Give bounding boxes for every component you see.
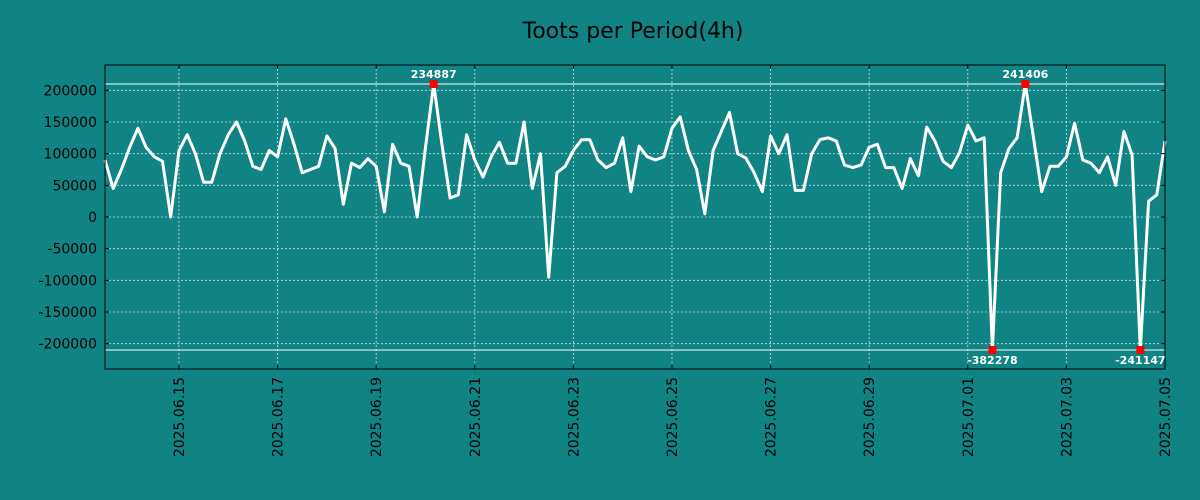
peak-annotation-label: -382278 — [967, 354, 1018, 367]
x-tick-label: 2025.06.17 — [271, 377, 287, 457]
x-tick-label: 2025.06.19 — [369, 377, 385, 457]
x-tick-label: 2025.06.23 — [566, 377, 582, 457]
y-tick-label: 100000 — [44, 147, 97, 163]
x-tick-label: 2025.07.03 — [1059, 377, 1075, 457]
grid-lines — [105, 65, 1166, 369]
y-tick-label: 150000 — [44, 115, 97, 131]
peak-marker — [1136, 346, 1145, 354]
peak-annotations: 234887 241406 -382278 -241147 — [411, 68, 1166, 367]
peak-markers — [429, 80, 1145, 354]
y-axis-tick-labels: 200000 150000 100000 50000 0 -50000 -100000 -15… — [39, 83, 98, 352]
peak-marker — [988, 346, 997, 354]
y-tick-label: -100000 — [39, 273, 98, 289]
y-tick-label: 0 — [88, 210, 97, 226]
x-tick-label: 2025.07.01 — [961, 377, 977, 457]
y-tick-label: 200000 — [44, 83, 97, 99]
series-toots — [103, 82, 1167, 352]
x-tick-label: 2025.07.05 — [1158, 377, 1174, 457]
clip-lines — [105, 83, 1165, 351]
y-tick-label: -200000 — [39, 337, 98, 353]
x-tick-label: 2025.06.21 — [468, 377, 484, 457]
y-tick-label: 50000 — [52, 178, 97, 194]
peak-annotation-label: 241406 — [1002, 68, 1048, 81]
peak-annotation-label: 234887 — [411, 68, 457, 81]
x-tick-label: 2025.06.27 — [764, 377, 780, 457]
axes — [104, 64, 1166, 370]
y-tick-label: -150000 — [39, 305, 98, 321]
peak-marker — [1021, 80, 1030, 88]
x-tick-label: 2025.06.25 — [665, 377, 681, 457]
series-line-toots — [103, 82, 1167, 352]
x-tick-label: 2025.06.29 — [862, 377, 878, 457]
plot-frame — [104, 64, 1166, 370]
x-tick-label: 2025.06.15 — [172, 377, 188, 457]
y-tick-label: -50000 — [47, 242, 97, 258]
x-axis-tick-labels: 2025.06.15 2025.06.17 2025.06.19 2025.06.21… — [172, 377, 1174, 457]
chart-title: Toots per Period(4h) — [522, 19, 744, 44]
peak-annotation-label: -241147 — [1115, 354, 1166, 367]
peak-marker — [429, 80, 438, 88]
